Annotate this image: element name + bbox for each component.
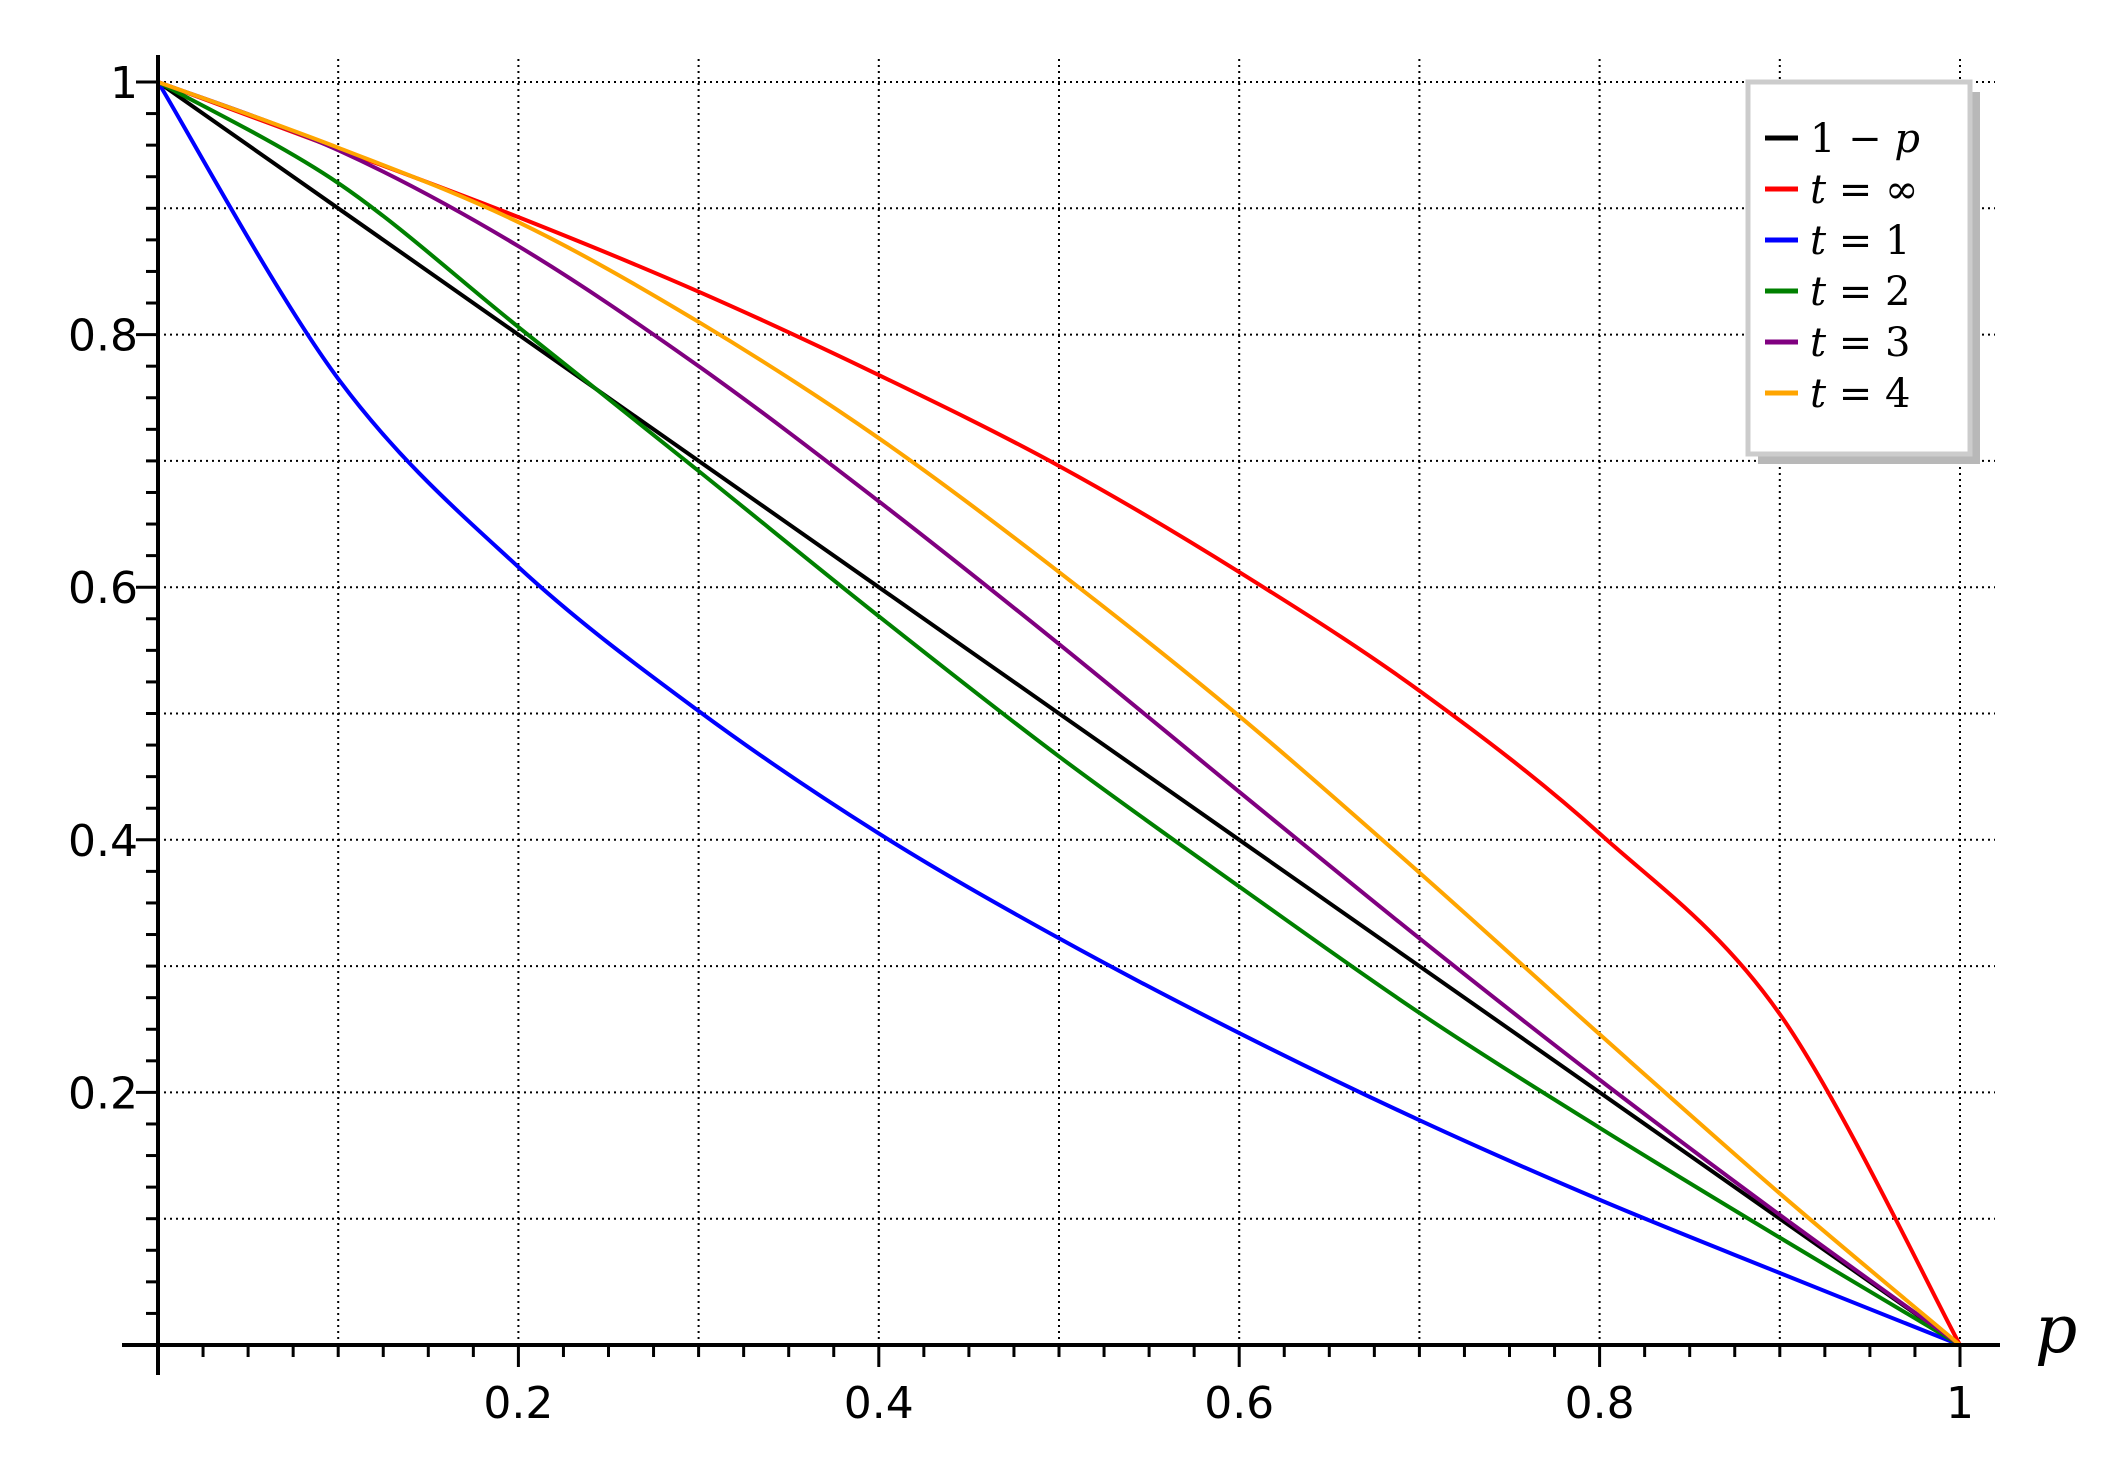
- legend-entry-label: t = 3: [1810, 320, 1910, 366]
- y-tick-label: 0.4: [68, 816, 138, 867]
- ticks: 0.2 0.4 0.6 0.8 1 0.2 0.4 0.6 0.8 1: [68, 58, 1974, 1429]
- series-line: [157, 80, 1962, 1347]
- series-line: [157, 80, 1962, 1347]
- legend-entry-label: t = 2: [1810, 269, 1910, 315]
- series-line: [156, 80, 1961, 1347]
- series-lines: [156, 80, 1962, 1347]
- y-tick-label: 0.6: [68, 563, 138, 614]
- y-tick-label: 0.8: [68, 311, 138, 362]
- x-tick-label: 0.2: [483, 1378, 553, 1429]
- legend-entry-label: t = 1: [1810, 218, 1910, 264]
- x-tick-label: 0.4: [844, 1378, 914, 1429]
- legend-entry-label: 1 − p: [1810, 116, 1920, 162]
- y-tick-label: 1: [110, 58, 138, 109]
- series-line: [157, 80, 1962, 1346]
- legend: 1 − p t = ∞ t = 1 t = 2 t = 3 t = 4: [1745, 79, 1980, 464]
- grid: [158, 57, 1995, 1345]
- legend-entry-label: t = 4: [1810, 371, 1910, 417]
- y-tick-label: 0.2: [68, 1068, 138, 1119]
- series-line: [156, 80, 1962, 1347]
- x-axis-label: p: [2035, 1291, 2077, 1368]
- x-tick-label: 0.6: [1204, 1378, 1274, 1429]
- series-line: [157, 80, 1962, 1347]
- x-tick-label: 0.8: [1565, 1378, 1635, 1429]
- x-tick-label: 1: [1946, 1378, 1974, 1429]
- legend-entry-label: t = ∞: [1810, 167, 1918, 213]
